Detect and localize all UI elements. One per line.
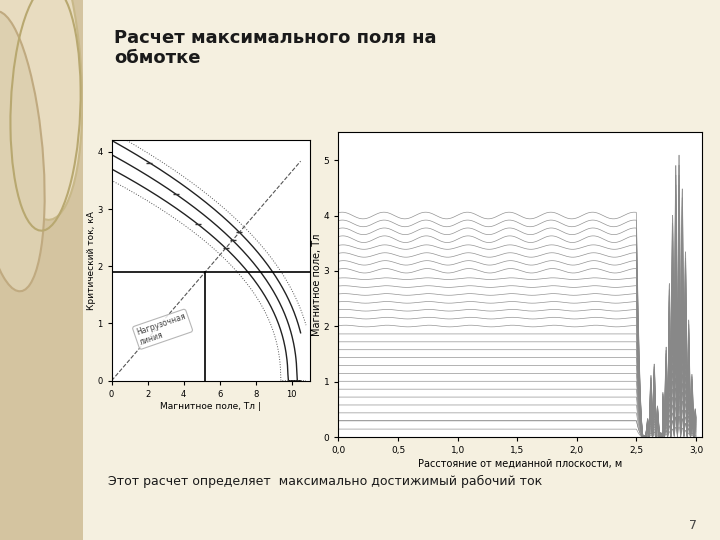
Text: 7: 7 [689,519,698,532]
Text: Расчет максимального поля на
обмотке: Расчет максимального поля на обмотке [114,29,437,68]
Y-axis label: Критический ток, кА: Критический ток, кА [87,211,96,310]
X-axis label: Магнитное поле, Тл |: Магнитное поле, Тл | [160,402,261,410]
Text: Нагрузочная
линия: Нагрузочная линия [135,312,190,347]
Ellipse shape [0,0,82,220]
Y-axis label: Магнитное поле, Тл: Магнитное поле, Тл [312,234,323,336]
Ellipse shape [0,11,45,291]
Text: Этот расчет определяет  максимально достижимый рабочий ток: Этот расчет определяет максимально дости… [108,475,542,488]
X-axis label: Расстояние от медианной плоскости, м: Расстояние от медианной плоскости, м [418,458,622,468]
